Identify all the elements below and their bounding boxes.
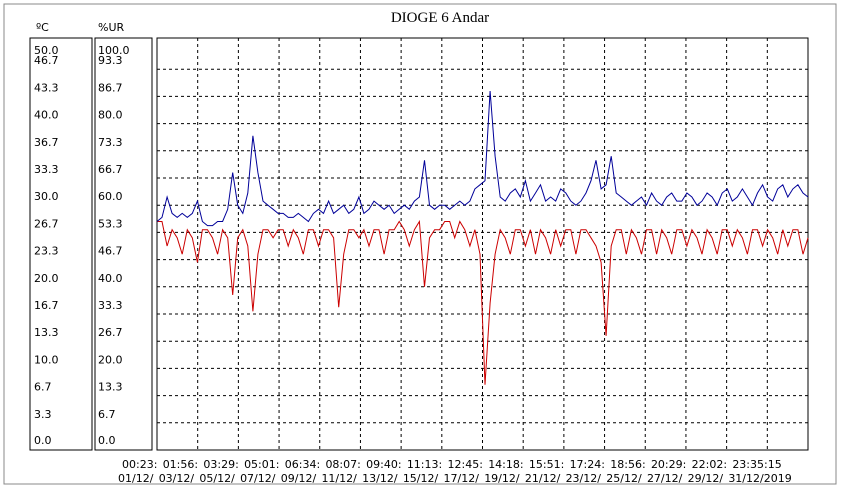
- y-tick-label: 23.3: [34, 245, 59, 258]
- y-tick-label: 50.0: [34, 44, 59, 57]
- y2-axis-box: [94, 37, 153, 451]
- x-tick-label: 09/12/: [281, 472, 317, 485]
- x-tick-label: 03:29:: [203, 458, 238, 471]
- x-tick-label: 06:34:: [285, 458, 320, 471]
- y-tick-label: 6.7: [34, 381, 52, 394]
- y2-tick-label: 80.0: [98, 109, 123, 122]
- x-tick-label: 25/12/: [606, 472, 642, 485]
- y2-tick-label: 60.0: [98, 190, 123, 203]
- y2-tick-label: 66.7: [98, 163, 123, 176]
- y-axis-box: [29, 37, 93, 451]
- x-tick-label: 15:51:: [529, 458, 564, 471]
- data-line: [157, 219, 809, 385]
- y2-tick-label: 86.7: [98, 81, 123, 94]
- x-tick-label: 09:40:: [366, 458, 401, 471]
- y2-tick-label: 26.7: [98, 326, 123, 339]
- x-tick-label: 20:29:: [651, 458, 686, 471]
- y2-tick-label: 6.7: [98, 408, 116, 421]
- y-tick-label: 40.0: [34, 109, 59, 122]
- y2-tick-label: 40.0: [98, 272, 123, 285]
- x-tick-label: 23:35:15: [732, 458, 781, 471]
- x-tick-label: 03/12/: [159, 472, 195, 485]
- y2-tick-label: 73.3: [98, 136, 123, 149]
- x-tick-label: 18:56:: [610, 458, 645, 471]
- y2-axis-label: %UR: [98, 21, 125, 34]
- x-tick-label: 01/12/: [118, 472, 154, 485]
- y2-tick-label: 0.0: [98, 434, 116, 447]
- y-tick-label: 33.3: [34, 163, 59, 176]
- y-tick-label: 43.3: [34, 81, 59, 94]
- x-tick-label: 11/12/: [321, 472, 357, 485]
- y2-tick-label: 46.7: [98, 245, 123, 258]
- y-tick-label: 10.0: [34, 353, 59, 366]
- y-tick-label: 30.0: [34, 190, 59, 203]
- y-tick-label: 13.3: [34, 326, 59, 339]
- y-tick-label: 16.7: [34, 299, 59, 312]
- y2-tick-label: 93.3: [98, 54, 123, 67]
- y-tick-label: 0.0: [34, 434, 52, 447]
- x-tick-label: 05:01:: [244, 458, 279, 471]
- y-tick-label: 20.0: [34, 272, 59, 285]
- x-tick-label: 31/12/2019: [728, 472, 791, 485]
- x-tick-label: 14:18:: [488, 458, 523, 471]
- x-tick-label: 11:13:: [407, 458, 442, 471]
- y-tick-label: 36.7: [34, 136, 59, 149]
- x-tick-label: 17/12/: [444, 472, 480, 485]
- y-tick-label: 3.3: [34, 408, 52, 421]
- x-tick-label: 05/12/: [199, 472, 235, 485]
- x-tick-label: 12:45:: [448, 458, 483, 471]
- x-tick-label: 00:23:: [122, 458, 157, 471]
- x-tick-label: 23/12/: [566, 472, 602, 485]
- y-axis-label: ºC: [36, 21, 49, 34]
- y2-tick-label: 33.3: [98, 299, 123, 312]
- x-tick-label: 07/12/: [240, 472, 276, 485]
- x-tick-label: 13/12/: [362, 472, 398, 485]
- x-tick-label: 17:24:: [570, 458, 605, 471]
- chart-title: DIOGE 6 Andar: [391, 10, 489, 26]
- y2-tick-label: 20.0: [98, 353, 123, 366]
- y-tick-label: 46.7: [34, 54, 59, 67]
- x-tick-label: 01:56:: [163, 458, 198, 471]
- data-line: [156, 90, 809, 227]
- x-tick-label: 21/12/: [525, 472, 561, 485]
- y2-tick-label: 53.3: [98, 217, 123, 230]
- y2-tick-label: 13.3: [98, 381, 123, 394]
- x-tick-label: 22:02:: [692, 458, 727, 471]
- y-tick-label: 26.7: [34, 217, 59, 230]
- x-tick-label: 15/12/: [403, 472, 439, 485]
- x-tick-label: 19/12/: [484, 472, 520, 485]
- y2-tick-label: 100.0: [98, 44, 130, 57]
- x-tick-label: 08:07:: [325, 458, 360, 471]
- x-tick-label: 27/12/: [647, 472, 683, 485]
- x-tick-label: 29/12/: [688, 472, 724, 485]
